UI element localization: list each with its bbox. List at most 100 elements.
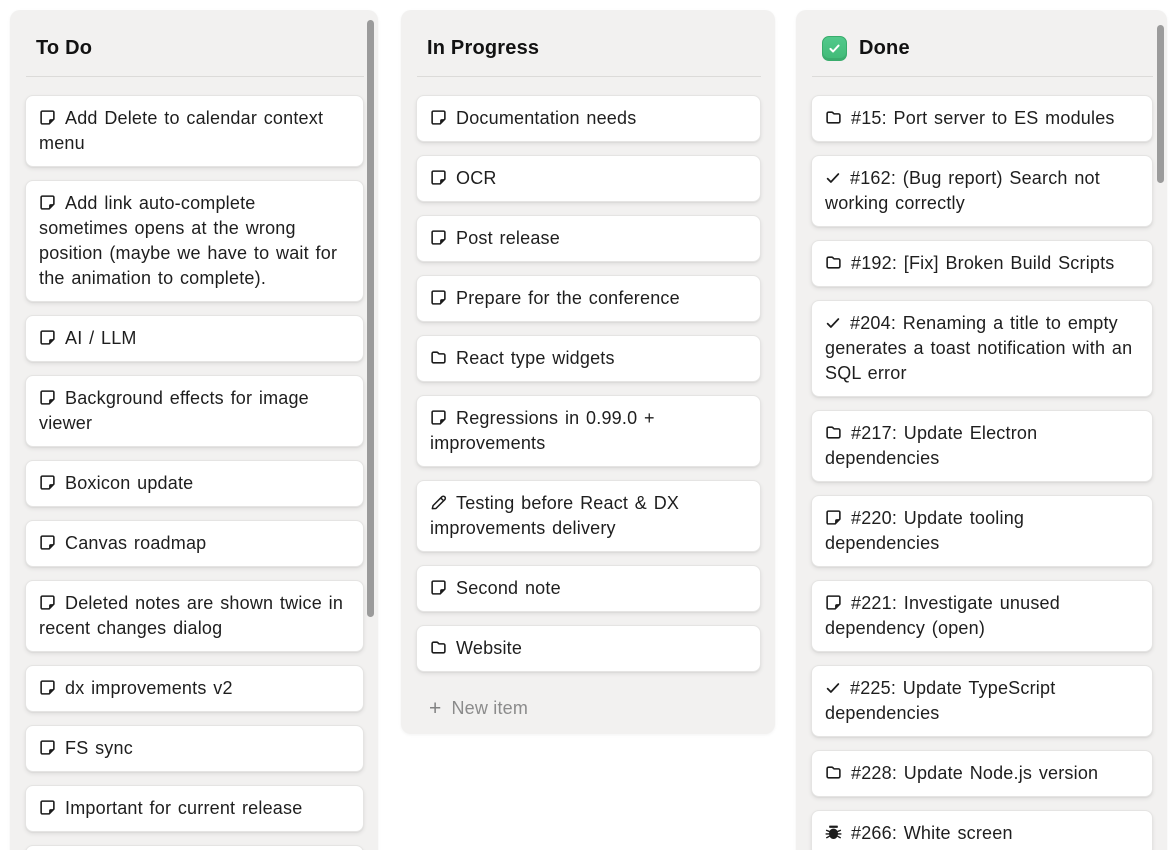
card-text: #220: Update tooling dependencies bbox=[825, 508, 1025, 553]
column-title: In Progress bbox=[427, 37, 540, 59]
card[interactable]: Prepare for the conference bbox=[416, 275, 761, 322]
note-icon bbox=[430, 166, 447, 191]
column-title: Done bbox=[859, 37, 910, 59]
card-text: FS sync bbox=[65, 738, 133, 758]
card[interactable]: Add link auto-complete sometimes opens a… bbox=[25, 180, 364, 302]
card-text: Prepare for the conference bbox=[456, 288, 680, 308]
card[interactable]: Deleted notes are shown twice in recent … bbox=[25, 580, 364, 652]
column-header: Done bbox=[796, 10, 1167, 61]
card[interactable]: #15: Port server to ES modules bbox=[811, 95, 1153, 142]
folder-icon bbox=[825, 251, 842, 276]
folder-icon bbox=[430, 636, 447, 661]
card[interactable]: Important for current release bbox=[25, 785, 364, 832]
card-text: AI / LLM bbox=[65, 328, 137, 348]
card-list: Add Delete to calendar context menu Add l… bbox=[10, 77, 378, 850]
card-text: #15: Port server to ES modules bbox=[851, 108, 1115, 128]
note-icon bbox=[39, 106, 56, 131]
card-text: React type widgets bbox=[456, 348, 615, 368]
card-list: #15: Port server to ES modules #162: (Bug… bbox=[796, 77, 1167, 850]
note-icon bbox=[430, 406, 447, 431]
card[interactable]: React type widgets bbox=[416, 335, 761, 382]
card[interactable]: AI / LLM bbox=[25, 315, 364, 362]
card[interactable]: Canvas roadmap bbox=[25, 520, 364, 567]
card[interactable] bbox=[25, 845, 364, 850]
card-text: #225: Update TypeScript dependencies bbox=[825, 678, 1056, 723]
card-text: Canvas roadmap bbox=[65, 533, 207, 553]
column-header: In Progress bbox=[401, 10, 775, 61]
folder-icon bbox=[430, 346, 447, 371]
card-text: Boxicon update bbox=[65, 473, 194, 493]
header-divider bbox=[26, 76, 364, 77]
card[interactable]: #225: Update TypeScript dependencies bbox=[811, 665, 1153, 737]
card-text: Documentation needs bbox=[456, 108, 637, 128]
card[interactable]: FS sync bbox=[25, 725, 364, 772]
check-icon bbox=[825, 676, 841, 701]
card-text: #221: Investigate unused dependency (ope… bbox=[825, 593, 1060, 638]
column-header: To Do bbox=[10, 10, 378, 61]
card[interactable]: #221: Investigate unused dependency (ope… bbox=[811, 580, 1153, 652]
card[interactable]: #192: [Fix] Broken Build Scripts bbox=[811, 240, 1153, 287]
note-icon bbox=[39, 796, 56, 821]
card-text: OCR bbox=[456, 168, 497, 188]
card[interactable]: Documentation needs bbox=[416, 95, 761, 142]
check-icon bbox=[825, 311, 841, 336]
note-icon bbox=[825, 506, 842, 531]
card[interactable]: Post release bbox=[416, 215, 761, 262]
note-icon bbox=[39, 386, 56, 411]
column-title: To Do bbox=[36, 37, 93, 59]
note-icon bbox=[430, 226, 447, 251]
header-divider bbox=[812, 76, 1153, 77]
card[interactable]: #162: (Bug report) Search not working co… bbox=[811, 155, 1153, 227]
card[interactable]: Website bbox=[416, 625, 761, 672]
column-scrollbar-thumb[interactable] bbox=[1157, 25, 1164, 183]
card-text: #217: Update Electron dependencies bbox=[825, 423, 1038, 468]
card[interactable]: #220: Update tooling dependencies bbox=[811, 495, 1153, 567]
note-icon bbox=[39, 736, 56, 761]
card-text: #192: [Fix] Broken Build Scripts bbox=[851, 253, 1115, 273]
card[interactable]: #266: White screen bbox=[811, 810, 1153, 850]
card[interactable]: Second note bbox=[416, 565, 761, 612]
card[interactable]: #204: Renaming a title to empty generate… bbox=[811, 300, 1153, 397]
note-icon bbox=[825, 591, 842, 616]
note-icon bbox=[430, 576, 447, 601]
card-text: Second note bbox=[456, 578, 561, 598]
checked-checkbox-icon[interactable] bbox=[822, 35, 847, 61]
card[interactable]: Background effects for image viewer bbox=[25, 375, 364, 447]
card[interactable]: Regressions in 0.99.0 + improvements bbox=[416, 395, 761, 467]
card-text: Background effects for image viewer bbox=[39, 388, 309, 433]
card[interactable]: OCR bbox=[416, 155, 761, 202]
card-text: Website bbox=[456, 638, 523, 658]
card-text: Regressions in 0.99.0 + improvements bbox=[430, 408, 655, 453]
note-icon bbox=[430, 286, 447, 311]
note-icon bbox=[39, 191, 56, 216]
column-in-progress: In Progress Documentation needs OCR Post re… bbox=[401, 10, 775, 734]
note-icon bbox=[430, 106, 447, 131]
header-divider bbox=[417, 76, 761, 77]
folder-icon bbox=[825, 106, 842, 131]
column-todo: To Do Add Delete to calendar context menu… bbox=[10, 10, 378, 850]
folder-icon bbox=[825, 421, 842, 446]
column-done: Done #15: Port server to ES modules #162: … bbox=[796, 10, 1167, 850]
note-icon bbox=[39, 531, 56, 556]
card-text: dx improvements v2 bbox=[65, 678, 233, 698]
card[interactable]: #217: Update Electron dependencies bbox=[811, 410, 1153, 482]
card[interactable]: #228: Update Node.js version bbox=[811, 750, 1153, 797]
bug-icon bbox=[825, 821, 842, 846]
card-text: #228: Update Node.js version bbox=[851, 763, 1099, 783]
new-item-button[interactable]: + New item bbox=[429, 696, 749, 721]
card[interactable]: Testing before React & DX improvements d… bbox=[416, 480, 761, 552]
card-text: Post release bbox=[456, 228, 560, 248]
card[interactable]: dx improvements v2 bbox=[25, 665, 364, 712]
card-text: Add link auto-complete sometimes opens a… bbox=[39, 193, 338, 288]
card[interactable]: Add Delete to calendar context menu bbox=[25, 95, 364, 167]
card-text: #204: Renaming a title to empty generate… bbox=[825, 313, 1133, 383]
note-icon bbox=[39, 471, 56, 496]
card-text: #266: White screen bbox=[851, 823, 1013, 843]
column-scrollbar-thumb[interactable] bbox=[367, 20, 374, 617]
card[interactable]: Boxicon update bbox=[25, 460, 364, 507]
card-text: Testing before React & DX improvements d… bbox=[430, 493, 680, 538]
card-list: Documentation needs OCR Post release Prepar… bbox=[401, 77, 775, 672]
new-item-label: New item bbox=[451, 698, 529, 718]
note-icon bbox=[39, 591, 56, 616]
